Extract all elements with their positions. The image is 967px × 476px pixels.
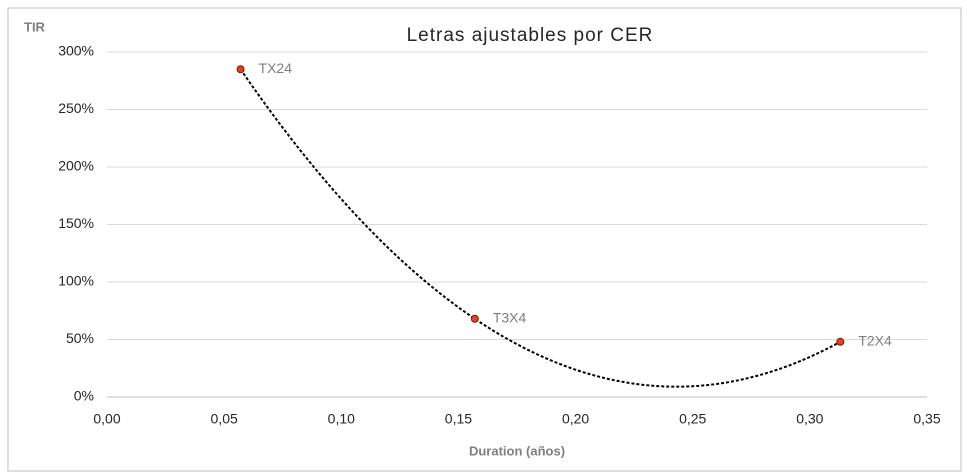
x-tick-label: 0,20 — [562, 411, 589, 427]
x-tick-label: 0,30 — [796, 411, 823, 427]
y-tick-label: 250% — [58, 100, 94, 116]
x-tick-label: 0,00 — [93, 411, 120, 427]
x-tick-label: 0,25 — [679, 411, 706, 427]
y-tick-label: 200% — [58, 158, 94, 174]
y-tick-label: 50% — [66, 330, 94, 346]
point — [236, 65, 245, 74]
x-tick-label: 0,05 — [211, 411, 238, 427]
chart-title: Letras ajustables por CER — [407, 25, 654, 46]
y-axis-title: TIR — [24, 19, 46, 34]
x-tick-label: 0,35 — [913, 411, 940, 427]
data-label: T2X4 — [858, 333, 892, 349]
data-label: T3X4 — [493, 310, 527, 326]
data-label: TX24 — [259, 60, 293, 76]
y-tick-label: 150% — [58, 215, 94, 231]
y-tick-label: 0% — [74, 388, 94, 404]
y-tick-label: 300% — [58, 43, 94, 59]
x-axis-title: Duration (años) — [469, 443, 565, 458]
point — [470, 314, 479, 323]
point — [836, 337, 845, 346]
y-tick-label: 100% — [58, 273, 94, 289]
chart-frame — [7, 7, 962, 472]
x-tick-label: 0,15 — [445, 411, 472, 427]
x-tick-label: 0,10 — [328, 411, 355, 427]
